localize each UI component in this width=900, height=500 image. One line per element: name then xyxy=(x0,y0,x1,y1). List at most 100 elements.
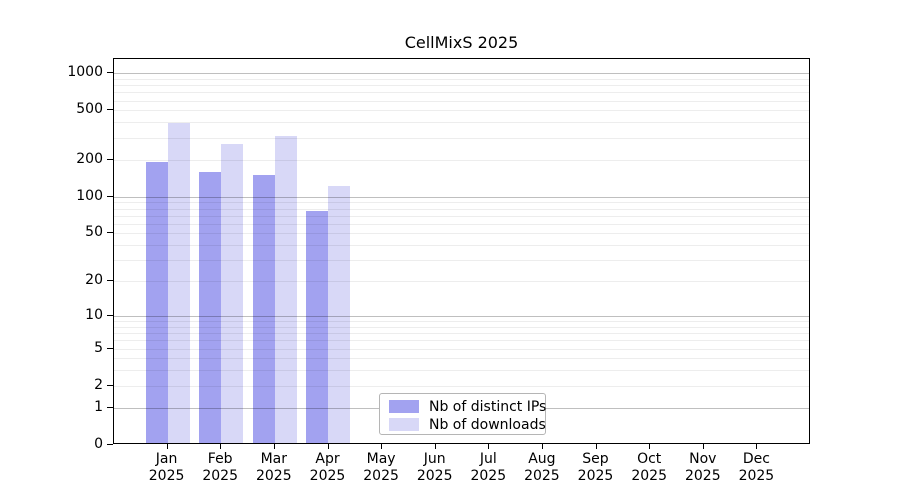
y-grid-minor xyxy=(114,333,809,335)
bar-downloads-apr xyxy=(328,185,351,443)
x-tick-mark xyxy=(702,444,704,449)
y-grid-minor xyxy=(114,78,809,80)
x-tick-label-apr: Apr 2025 xyxy=(300,451,356,485)
x-tick-label-nov: Nov 2025 xyxy=(675,451,731,485)
year-label: 2025 xyxy=(684,468,721,484)
y-tick-mark xyxy=(107,384,113,386)
y-tick-mark xyxy=(107,280,113,282)
plot-area: Nb of distinct IPs Nb of downloads xyxy=(113,58,810,444)
year-label: 2025 xyxy=(738,468,775,484)
legend-swatch-distinct-ips-icon xyxy=(389,400,419,413)
x-tick-label-aug: Aug 2025 xyxy=(514,451,570,485)
year-label: 2025 xyxy=(255,468,292,484)
year-label: 2025 xyxy=(577,468,614,484)
y-tick-label: 0 xyxy=(94,436,103,452)
x-tick-mark xyxy=(488,444,490,449)
month-label: Nov xyxy=(689,451,717,467)
y-grid-minor xyxy=(114,321,809,323)
month-label: Aug xyxy=(528,451,556,467)
month-label: Oct xyxy=(637,451,662,467)
x-tick-label-feb: Feb 2025 xyxy=(192,451,248,485)
y-tick-label: 1000 xyxy=(67,64,103,81)
x-tick-label-dec: Dec 2025 xyxy=(728,451,784,485)
bar-distinct-ips-mar xyxy=(252,174,275,443)
bar-downloads-feb xyxy=(221,144,244,443)
y-grid-minor xyxy=(114,348,809,350)
y-grid-minor xyxy=(114,260,809,262)
legend-label-distinct-ips: Nb of distinct IPs xyxy=(429,398,547,415)
year-label: 2025 xyxy=(309,468,346,484)
y-grid-minor xyxy=(114,223,809,225)
y-grid-minor xyxy=(114,215,809,217)
y-tick-label: 1 xyxy=(94,398,103,415)
y-tick-mark xyxy=(107,109,113,111)
x-tick-label-sep: Sep 2025 xyxy=(568,451,624,485)
y-tick-mark xyxy=(107,314,113,316)
y-tick-label: 100 xyxy=(76,187,103,204)
x-tick-label-jul: Jul 2025 xyxy=(460,451,516,485)
y-grid-minor xyxy=(114,100,809,102)
x-tick-mark xyxy=(649,444,651,449)
y-tick-label: 500 xyxy=(76,101,103,118)
x-tick-mark xyxy=(220,444,222,449)
chart-title: CellMixS 2025 xyxy=(404,33,519,52)
y-grid-minor xyxy=(114,137,809,139)
legend-entry-distinct-ips: Nb of distinct IPs xyxy=(389,398,547,415)
month-label: Sep xyxy=(582,451,609,467)
x-tick-label-mar: Mar 2025 xyxy=(246,451,302,485)
legend-swatch-downloads-icon xyxy=(389,418,419,431)
bar-distinct-ips-apr xyxy=(306,211,329,443)
x-tick-mark xyxy=(381,444,383,449)
legend-entry-downloads: Nb of downloads xyxy=(389,416,546,433)
x-tick-label-jun: Jun 2025 xyxy=(407,451,463,485)
y-tick-label: 2 xyxy=(94,376,103,393)
year-label: 2025 xyxy=(470,468,507,484)
y-tick-label: 5 xyxy=(94,339,103,356)
y-grid-minor xyxy=(114,385,809,387)
y-grid-minor xyxy=(114,326,809,328)
y-tick-label: 200 xyxy=(76,150,103,167)
month-label: Feb xyxy=(207,451,233,467)
month-label: Mar xyxy=(260,451,287,467)
y-tick-mark xyxy=(107,158,113,160)
bar-distinct-ips-feb xyxy=(199,171,222,443)
y-grid-minor xyxy=(114,340,809,342)
year-label: 2025 xyxy=(416,468,453,484)
y-tick-mark xyxy=(107,347,113,349)
legend: Nb of distinct IPs Nb of downloads xyxy=(379,393,546,435)
y-tick-label: 50 xyxy=(85,224,103,241)
x-tick-mark xyxy=(756,444,758,449)
y-grid-minor xyxy=(114,159,809,161)
x-tick-mark xyxy=(166,444,168,449)
x-tick-label-may: May 2025 xyxy=(353,451,409,485)
y-tick-mark xyxy=(107,232,113,234)
year-label: 2025 xyxy=(148,468,185,484)
x-tick-label-oct: Oct 2025 xyxy=(621,451,677,485)
bar-distinct-ips-jan xyxy=(145,161,168,443)
year-label: 2025 xyxy=(202,468,238,484)
bar-downloads-jan xyxy=(167,123,190,443)
y-tick-mark xyxy=(107,406,113,408)
month-label: May xyxy=(366,451,396,467)
x-tick-mark xyxy=(434,444,436,449)
month-label: Apr xyxy=(315,451,340,467)
y-grid-minor xyxy=(114,358,809,360)
month-label: Jun xyxy=(423,451,446,467)
x-tick-mark xyxy=(273,444,275,449)
y-grid-major xyxy=(114,315,809,317)
y-tick-label: 20 xyxy=(85,272,103,289)
y-grid-major xyxy=(114,196,809,198)
bar-downloads-mar xyxy=(274,136,297,443)
month-label: Jul xyxy=(479,451,497,467)
month-label: Jan xyxy=(155,451,178,467)
y-grid-minor xyxy=(114,122,809,124)
y-tick-mark xyxy=(107,444,113,445)
x-tick-label-jan: Jan 2025 xyxy=(139,451,195,485)
month-label: Dec xyxy=(742,451,770,467)
y-grid-minor xyxy=(114,370,809,372)
year-label: 2025 xyxy=(631,468,667,484)
legend-label-downloads: Nb of downloads xyxy=(429,416,546,433)
x-tick-mark xyxy=(327,444,329,449)
x-tick-mark xyxy=(541,444,543,449)
